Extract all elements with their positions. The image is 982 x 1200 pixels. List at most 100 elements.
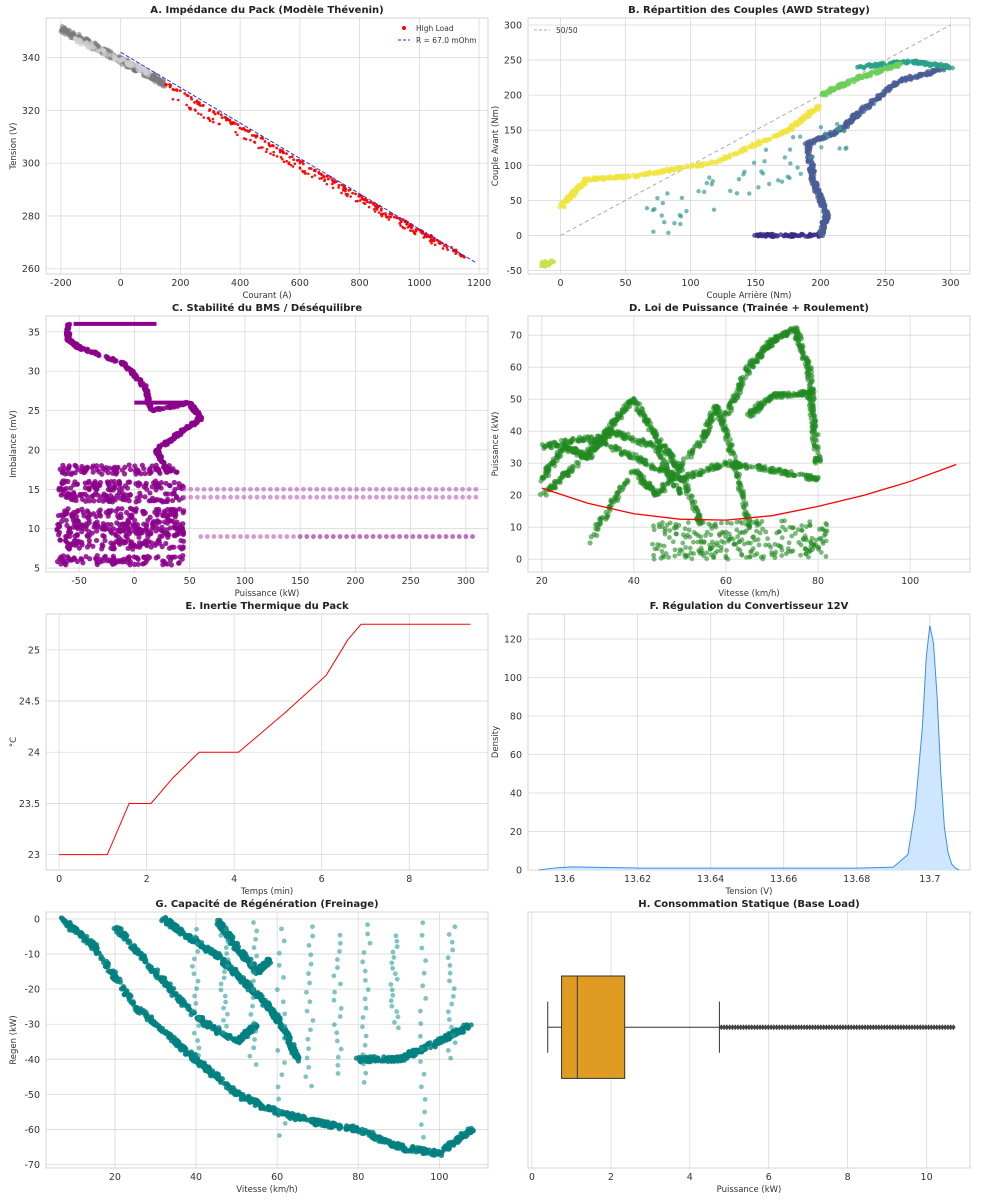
data-point [172, 521, 178, 527]
data-point [423, 534, 429, 539]
data-point [400, 494, 406, 500]
data-point [108, 521, 114, 528]
data-point [79, 345, 86, 351]
data-point [817, 454, 823, 460]
data-point [176, 560, 182, 566]
data-point [162, 498, 169, 505]
data-point [171, 97, 175, 101]
data-point [398, 218, 402, 221]
data-point [548, 440, 554, 446]
data-point [792, 232, 797, 238]
data-point [466, 486, 472, 492]
y-tick-label: 100 [504, 161, 522, 172]
data-point [304, 534, 310, 539]
y-tick-label: 0 [516, 231, 522, 242]
data-point [64, 470, 71, 476]
data-point [334, 494, 340, 500]
data-point [162, 442, 169, 448]
data-point [116, 58, 122, 64]
data-point [162, 491, 169, 497]
data-point [696, 189, 701, 194]
x-tick-label: 1200 [467, 278, 491, 289]
data-point [135, 561, 141, 567]
data-point [454, 252, 457, 255]
data-point [783, 469, 789, 475]
data-point [728, 188, 733, 194]
data-point [798, 171, 804, 177]
data-point [466, 494, 472, 500]
data-point [79, 491, 85, 497]
data-point [330, 178, 334, 182]
legend-label: R = 67.0 mOhm [416, 36, 477, 45]
data-point [588, 177, 594, 183]
data-point [111, 546, 117, 552]
data-point [166, 545, 173, 551]
data-point [818, 230, 824, 236]
data-point [358, 199, 362, 202]
data-point [798, 471, 805, 477]
data-point [142, 494, 148, 500]
y-tick-label: 35 [28, 327, 40, 338]
data-point [344, 193, 348, 196]
data-point [159, 524, 165, 530]
data-point [410, 534, 416, 539]
data-point [158, 459, 165, 465]
x-tick-label: 100 [681, 278, 699, 289]
data-point [797, 134, 803, 139]
data-point [649, 485, 655, 491]
data-point [821, 200, 827, 206]
data-point [644, 206, 650, 211]
data-point [820, 91, 826, 96]
data-point [168, 83, 171, 86]
data-point [896, 61, 902, 67]
x-tick-label: 300 [941, 278, 959, 289]
data-point [153, 506, 160, 513]
data-point [732, 468, 738, 474]
data-point [159, 533, 165, 539]
data-point [390, 212, 394, 216]
data-point [766, 137, 772, 142]
data-point [393, 494, 399, 500]
y-tick-label: 70 [510, 331, 522, 342]
data-point [442, 244, 446, 248]
data-point [869, 63, 874, 69]
data-point [548, 484, 554, 490]
data-point [808, 155, 813, 160]
data-point [375, 208, 379, 211]
data-point [340, 486, 346, 492]
data-point [180, 531, 186, 537]
chart-title: B. Répartition des Couples (AWD Strategy… [628, 4, 870, 16]
data-point [665, 191, 670, 196]
data-point [360, 486, 366, 492]
x-axis-label: Vitesse (km/h) [718, 589, 779, 599]
data-point [685, 487, 691, 493]
data-point [100, 532, 106, 539]
data-point [814, 189, 820, 195]
data-point [228, 494, 233, 500]
data-point [132, 542, 138, 548]
x-axis-label: Courant (A) [242, 291, 291, 301]
data-point [839, 82, 845, 88]
data-point [385, 215, 389, 219]
data-point [110, 465, 116, 472]
data-point [251, 534, 257, 539]
data-point [190, 97, 194, 101]
data-point [326, 177, 330, 181]
data-point [130, 368, 136, 375]
data-point [141, 484, 147, 490]
data-point [807, 233, 813, 239]
data-point [347, 494, 353, 500]
data-point [384, 213, 388, 217]
y-axis-label: Imbalance (mV) [9, 410, 19, 478]
legend-label: 50/50 [556, 26, 578, 35]
data-point [193, 101, 196, 104]
data-point [548, 460, 554, 467]
data-point [413, 486, 419, 492]
data-point [540, 475, 547, 481]
data-point [337, 186, 340, 189]
data-point [194, 486, 200, 492]
data-point [607, 174, 613, 180]
data-point [320, 486, 326, 492]
data-point [55, 532, 62, 538]
data-point [700, 468, 706, 475]
